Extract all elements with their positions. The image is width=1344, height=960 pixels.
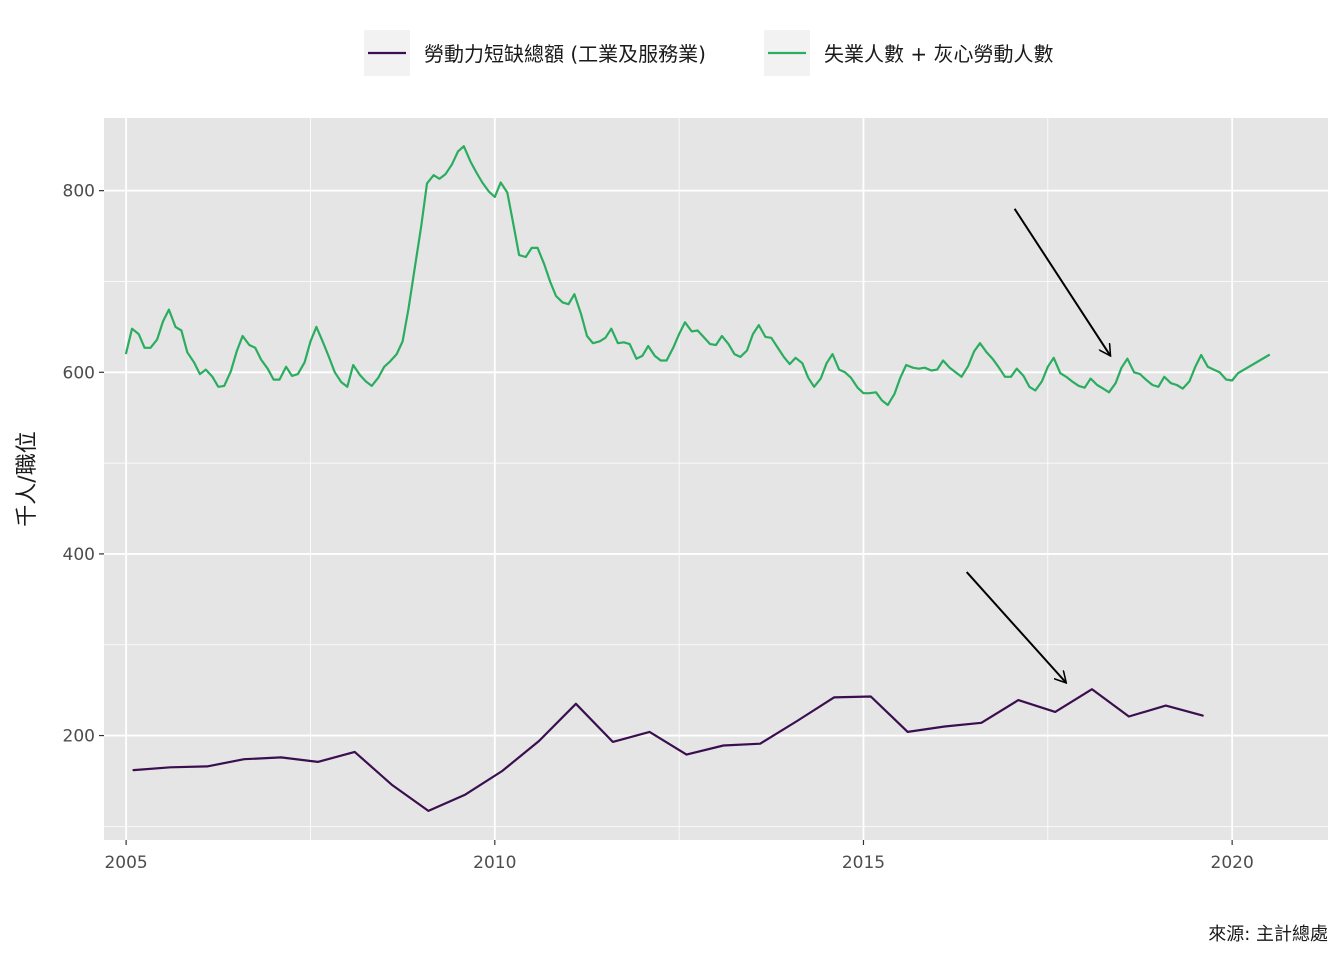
series-line-2 [125, 145, 1271, 407]
caption: 來源: 主計總處 [1208, 924, 1328, 945]
legend-label-1: 勞動力短缺總額 (工業及服務業) [424, 42, 706, 66]
x-axis-ticks: 2005 2010 2015 2020 [104, 840, 1254, 873]
legend: 勞動力短缺總額 (工業及服務業) 失業人數 + 灰心勞動人數 [364, 30, 1053, 76]
grid-major [104, 118, 1328, 840]
series-line-1 [132, 688, 1204, 812]
annotation-arrow-2 [965, 571, 1067, 683]
grid-minor [104, 118, 1328, 840]
y-tick-label: 200 [63, 727, 95, 747]
legend-label-2: 失業人數 + 灰心勞動人數 [824, 42, 1053, 66]
annotation-layer [965, 208, 1111, 683]
x-tick-label: 2015 [842, 853, 885, 873]
y-axis-ticks: 200 400 600 800 [63, 182, 104, 747]
y-tick-label: 800 [63, 182, 95, 202]
annotation-arrow-1 [1013, 208, 1111, 356]
x-tick-label: 2010 [473, 853, 516, 873]
x-tick-label: 2005 [104, 853, 147, 873]
legend-item-2: 失業人數 + 灰心勞動人數 [764, 30, 1053, 76]
x-tick-label: 2020 [1211, 853, 1254, 873]
legend-item-1: 勞動力短缺總額 (工業及服務業) [364, 30, 706, 76]
series-layer [125, 145, 1271, 812]
plot-panel [104, 118, 1328, 840]
y-tick-label: 400 [63, 545, 95, 565]
y-tick-label: 600 [63, 363, 95, 383]
y-axis-title: 千人/職位 [15, 431, 40, 526]
